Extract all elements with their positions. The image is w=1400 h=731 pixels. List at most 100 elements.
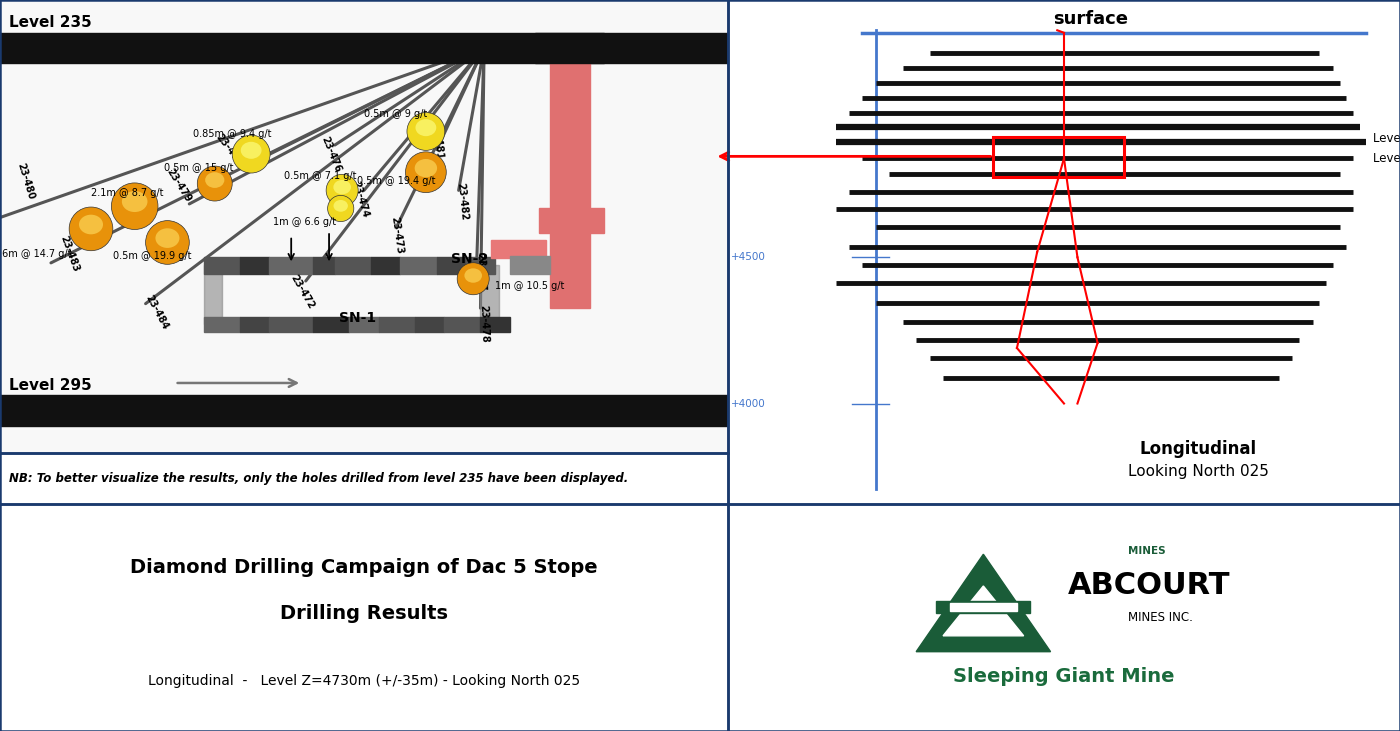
Text: 23-472: 23-472 bbox=[288, 273, 316, 311]
Ellipse shape bbox=[465, 268, 482, 283]
Text: +4000: +4000 bbox=[731, 398, 766, 409]
Bar bbox=[480, 317, 510, 332]
Bar bbox=[510, 256, 550, 274]
Bar bbox=[414, 317, 444, 332]
Text: Level 295: Level 295 bbox=[1373, 152, 1400, 165]
Bar bbox=[0, 453, 728, 504]
Bar bbox=[314, 257, 335, 273]
Text: 0.85m @ 9.4 g/t: 0.85m @ 9.4 g/t bbox=[193, 129, 272, 139]
Bar bbox=[994, 137, 1124, 176]
Ellipse shape bbox=[69, 207, 113, 251]
Text: 0.6m @ 14.7 g/t: 0.6m @ 14.7 g/t bbox=[0, 249, 71, 259]
Ellipse shape bbox=[333, 180, 351, 194]
Bar bbox=[937, 601, 1030, 613]
Bar bbox=[535, 33, 605, 64]
Text: Level 235: Level 235 bbox=[1373, 132, 1400, 145]
Text: 23-474: 23-474 bbox=[350, 180, 371, 219]
Text: Sleeping Giant Mine: Sleeping Giant Mine bbox=[953, 667, 1175, 686]
Text: SN-1: SN-1 bbox=[339, 311, 375, 325]
Ellipse shape bbox=[414, 159, 437, 178]
Bar bbox=[0, 395, 728, 426]
Bar bbox=[241, 317, 269, 332]
Bar bbox=[949, 603, 1016, 611]
Ellipse shape bbox=[241, 142, 262, 159]
Bar bbox=[335, 257, 371, 273]
Bar bbox=[728, 0, 1400, 504]
Text: 23-483: 23-483 bbox=[57, 235, 80, 273]
Text: 23-479: 23-479 bbox=[164, 167, 193, 205]
Text: 23-478: 23-478 bbox=[479, 305, 490, 343]
Bar bbox=[0, 0, 728, 453]
Bar bbox=[480, 265, 498, 324]
Ellipse shape bbox=[146, 221, 189, 265]
Bar bbox=[371, 257, 400, 273]
Ellipse shape bbox=[328, 195, 354, 221]
Ellipse shape bbox=[78, 215, 104, 235]
Bar bbox=[314, 317, 350, 332]
Text: MINES INC.: MINES INC. bbox=[1128, 611, 1193, 624]
Ellipse shape bbox=[155, 228, 179, 248]
Bar bbox=[539, 208, 605, 233]
Ellipse shape bbox=[416, 119, 437, 136]
Text: Level 235: Level 235 bbox=[8, 15, 91, 31]
Polygon shape bbox=[944, 586, 1023, 636]
Bar bbox=[437, 257, 466, 273]
Polygon shape bbox=[916, 554, 1050, 652]
Text: 23-473: 23-473 bbox=[389, 216, 405, 255]
Bar bbox=[400, 257, 437, 273]
Bar bbox=[466, 257, 496, 273]
Text: Looking North 025: Looking North 025 bbox=[1128, 464, 1268, 479]
Text: Diamond Drilling Campaign of Dac 5 Stope: Diamond Drilling Campaign of Dac 5 Stope bbox=[130, 558, 598, 577]
Bar bbox=[550, 64, 589, 308]
Ellipse shape bbox=[232, 135, 270, 173]
Ellipse shape bbox=[333, 200, 349, 212]
Text: SN-2: SN-2 bbox=[451, 252, 489, 266]
Ellipse shape bbox=[206, 173, 224, 188]
Bar bbox=[444, 317, 480, 332]
Bar bbox=[269, 257, 314, 273]
Text: 2.1m @ 8.7 g/t: 2.1m @ 8.7 g/t bbox=[91, 188, 164, 197]
Text: 0.5m @ 15 g/t: 0.5m @ 15 g/t bbox=[164, 163, 234, 173]
Bar bbox=[241, 257, 269, 273]
Text: 23-476: 23-476 bbox=[319, 135, 343, 173]
Text: 23-484: 23-484 bbox=[143, 294, 169, 332]
Text: 23-477: 23-477 bbox=[475, 253, 486, 291]
Bar bbox=[204, 317, 241, 332]
Text: 23-480: 23-480 bbox=[15, 162, 36, 201]
Text: 1m @ 6.6 g/t: 1m @ 6.6 g/t bbox=[273, 217, 336, 227]
Text: 23-481: 23-481 bbox=[430, 121, 444, 160]
Text: surface: surface bbox=[1053, 10, 1128, 29]
Ellipse shape bbox=[197, 166, 232, 201]
Text: 23-482: 23-482 bbox=[455, 182, 469, 221]
Text: Level 295: Level 295 bbox=[8, 378, 91, 393]
Text: 0.5m @ 7.1 g/t: 0.5m @ 7.1 g/t bbox=[284, 171, 357, 181]
Text: MINES: MINES bbox=[1128, 546, 1165, 556]
Ellipse shape bbox=[406, 152, 447, 192]
Text: Longitudinal  -   Level Z=4730m (+/-35m) - Looking North 025: Longitudinal - Level Z=4730m (+/-35m) - … bbox=[148, 674, 580, 688]
Bar bbox=[728, 504, 1400, 731]
Text: Drilling Results: Drilling Results bbox=[280, 604, 448, 623]
Ellipse shape bbox=[326, 174, 358, 206]
Bar bbox=[350, 317, 378, 332]
Bar bbox=[378, 317, 414, 332]
Ellipse shape bbox=[407, 113, 445, 151]
Bar bbox=[0, 504, 728, 731]
Text: +4500: +4500 bbox=[731, 252, 766, 262]
Ellipse shape bbox=[112, 183, 158, 230]
Text: 0.5m @ 19.4 g/t: 0.5m @ 19.4 g/t bbox=[357, 176, 435, 186]
Ellipse shape bbox=[458, 262, 489, 295]
Bar bbox=[204, 257, 241, 273]
Bar bbox=[550, 64, 589, 308]
Bar bbox=[0, 33, 728, 64]
Text: 1m @ 10.5 g/t: 1m @ 10.5 g/t bbox=[496, 281, 564, 292]
Text: 0.5m @ 9 g/t: 0.5m @ 9 g/t bbox=[364, 109, 427, 119]
Text: 23-475: 23-475 bbox=[214, 132, 245, 167]
Bar bbox=[204, 265, 223, 324]
Bar bbox=[491, 240, 546, 258]
Text: 0.5m @ 19.9 g/t: 0.5m @ 19.9 g/t bbox=[113, 251, 192, 261]
Bar bbox=[269, 317, 314, 332]
Text: NB: To better visualize the results, only the holes drilled from level 235 have : NB: To better visualize the results, onl… bbox=[8, 472, 629, 485]
Text: Longitudinal: Longitudinal bbox=[1140, 440, 1257, 458]
Ellipse shape bbox=[122, 191, 147, 212]
Text: ABCOURT: ABCOURT bbox=[1067, 572, 1229, 600]
